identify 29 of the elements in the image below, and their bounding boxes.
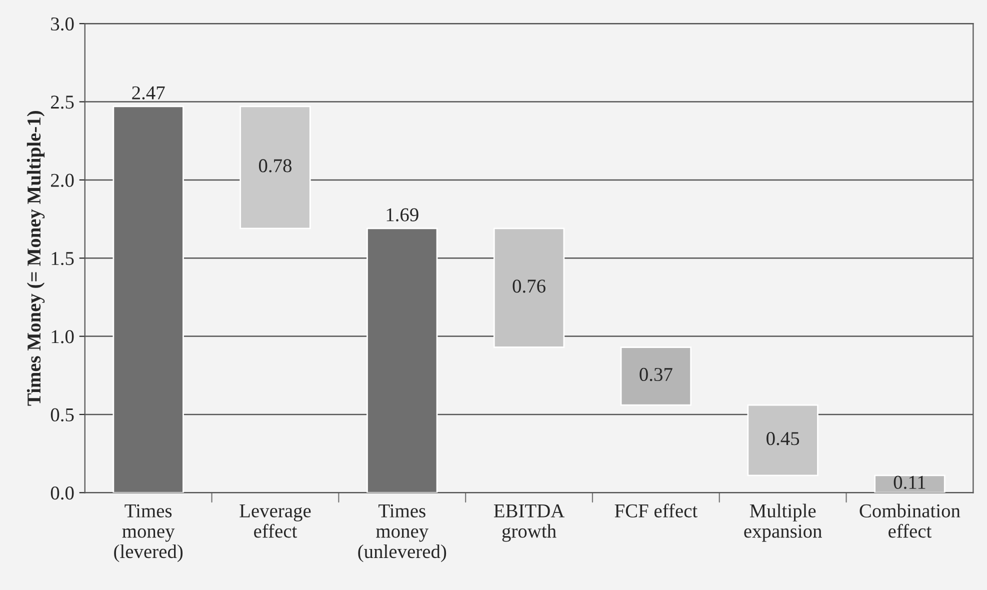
y-axis-title: Times Money (= Money Multiple-1): [26, 111, 45, 406]
x-tick-label: FCF effect: [614, 504, 698, 518]
bar: [366, 228, 438, 493]
bar: [112, 106, 184, 493]
bar: [493, 228, 565, 348]
bar: [747, 404, 818, 476]
x-tick-label: Multiple expansion: [744, 504, 822, 542]
x-tick-label: Leverage effect: [240, 504, 311, 538]
y-tick-label: 2.0: [51, 174, 74, 187]
x-tick-label: Combination effect: [860, 504, 960, 538]
y-tick-label: 2.5: [51, 96, 74, 109]
y-tick-label: 0.5: [50, 408, 74, 422]
data-label: 2.47: [132, 86, 165, 100]
bar: [620, 346, 692, 406]
bar: [874, 474, 946, 493]
bar: [240, 106, 311, 230]
x-tick-label: Times money (levered): [114, 504, 183, 562]
y-tick-label: 1.0: [52, 330, 74, 344]
data-label: 1.69: [386, 208, 418, 222]
data-label: 0.37: [640, 368, 672, 382]
data-label: 0.78: [258, 159, 292, 172]
y-tick-label: 1.5: [52, 252, 74, 266]
data-label: 0.11: [894, 476, 926, 490]
data-label: 0.76: [512, 280, 546, 293]
x-tick-label: Times money (unlevered): [358, 504, 446, 562]
y-tick-label: 3.0: [51, 17, 74, 31]
data-label: 0.45: [766, 432, 800, 446]
x-tick-label: EBITDA growth: [494, 504, 565, 542]
y-tick-label: 0.0: [50, 486, 74, 500]
